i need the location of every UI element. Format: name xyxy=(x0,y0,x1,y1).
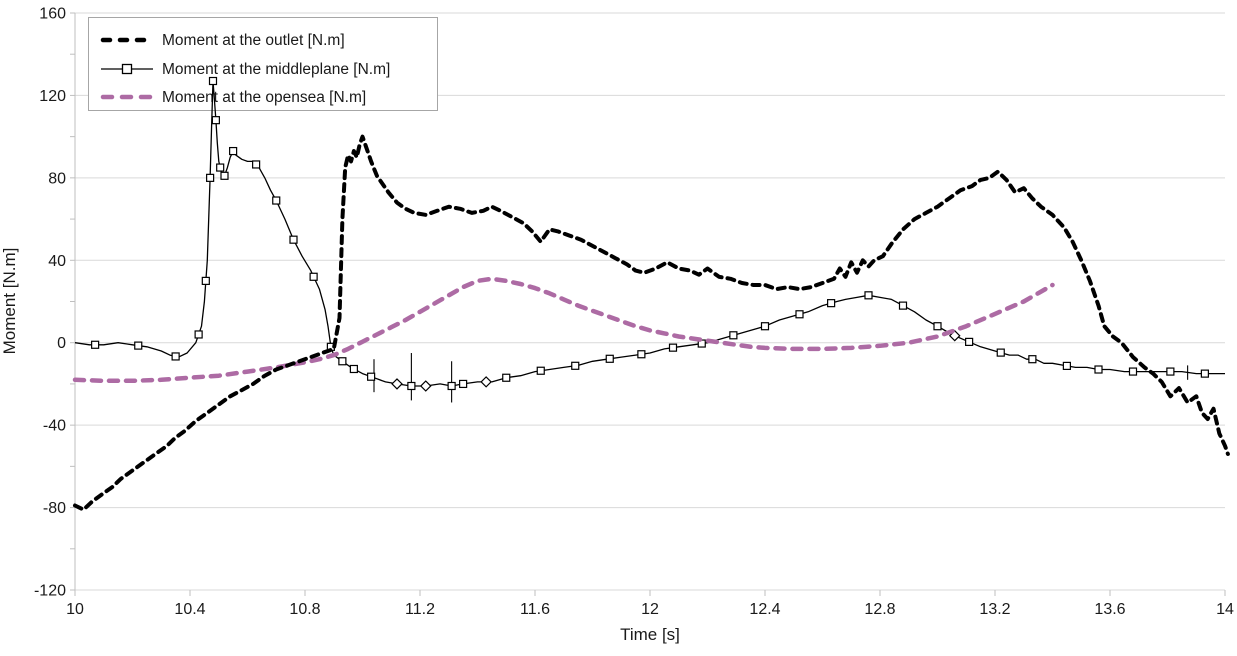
middleplane-marker xyxy=(367,372,376,381)
middleplane-marker xyxy=(864,291,873,300)
middleplane-marker xyxy=(252,160,261,169)
y-tick-label: -80 xyxy=(43,500,66,517)
legend-label-middleplane: Moment at the middleplane [N.m] xyxy=(162,61,390,78)
middleplane-marker xyxy=(229,146,238,156)
series-outlet-line xyxy=(73,134,1230,512)
middleplane-marker xyxy=(1028,355,1037,364)
middleplane-marker-diamond xyxy=(480,376,492,388)
middleplane-marker xyxy=(208,76,218,86)
middleplane-marker xyxy=(349,364,358,374)
legend-label-opensea: Moment at the opensea [N.m] xyxy=(162,89,366,106)
plot-series xyxy=(72,76,1230,512)
legend-label-outlet: Moment at the outlet [N.m] xyxy=(162,32,345,49)
middleplane-marker xyxy=(996,348,1005,357)
middleplane-marker xyxy=(407,381,416,391)
middleplane-marker xyxy=(571,361,580,370)
middleplane-marker xyxy=(1094,365,1103,374)
middleplane-marker xyxy=(216,163,225,172)
x-tick-label: 11.6 xyxy=(520,601,550,618)
x-axis-title: Time [s] xyxy=(620,625,680,644)
middleplane-marker xyxy=(211,116,220,125)
series-middleplane-line xyxy=(74,80,1225,387)
middleplane-marker xyxy=(1166,367,1175,376)
y-tick-label: 120 xyxy=(39,88,66,105)
x-tick-label: 14 xyxy=(1216,601,1234,618)
middleplane-marker xyxy=(194,330,203,339)
x-tick-label: 10.4 xyxy=(174,601,205,618)
middleplane-marker-diamond xyxy=(391,378,403,390)
middleplane-marker xyxy=(134,341,143,350)
middleplane-marker xyxy=(309,272,318,281)
y-tick-label: 0 xyxy=(57,335,66,352)
legend: Moment at the outlet [N.m] Moment at the… xyxy=(88,17,438,111)
y-tick-label: 40 xyxy=(48,253,66,270)
middleplane-marker xyxy=(729,331,738,340)
middleplane-marker xyxy=(637,350,646,359)
x-tick-label: 12 xyxy=(641,601,659,618)
x-tick-label: 12.8 xyxy=(864,601,895,618)
middleplane-marker xyxy=(1128,367,1138,376)
middleplane-marker xyxy=(668,343,678,352)
y-axis-title: Moment [N.m] xyxy=(0,248,19,355)
middleplane-marker xyxy=(605,354,614,363)
middleplane-marker xyxy=(933,322,942,331)
x-tick-label: 12.4 xyxy=(749,601,780,618)
middleplane-marker xyxy=(795,310,804,319)
middleplane-marker xyxy=(338,357,347,366)
x-tick-label: 10.8 xyxy=(289,601,320,618)
y-tick-label: -40 xyxy=(43,418,66,435)
middleplane-marker xyxy=(201,276,210,285)
legend-sample-middleplane-marker xyxy=(121,63,133,75)
x-tick-label: 13.2 xyxy=(979,601,1010,618)
middleplane-marker xyxy=(459,379,468,389)
middleplane-marker xyxy=(1200,369,1209,378)
series-opensea-line xyxy=(72,276,1055,384)
x-tick-label: 10 xyxy=(66,601,84,618)
x-tick-label: 11.2 xyxy=(405,601,435,618)
x-tick-label: 13.6 xyxy=(1094,601,1125,618)
y-tick-label: -120 xyxy=(34,583,66,600)
middleplane-marker xyxy=(1062,361,1071,370)
y-tick-label: 160 xyxy=(39,6,66,23)
middleplane-marker xyxy=(272,196,281,205)
middleplane-marker xyxy=(760,322,770,331)
y-tick-label: 80 xyxy=(48,170,66,187)
middleplane-marker xyxy=(965,337,974,346)
middleplane-marker xyxy=(91,340,100,349)
middleplane-marker xyxy=(536,366,545,375)
middleplane-marker xyxy=(898,301,908,310)
middleplane-marker xyxy=(502,373,511,382)
middleplane-marker xyxy=(289,235,298,244)
middleplane-marker xyxy=(220,171,229,180)
middleplane-marker xyxy=(447,381,456,391)
middleplane-marker xyxy=(171,352,180,361)
middleplane-marker xyxy=(827,299,836,308)
middleplane-marker xyxy=(206,173,215,182)
middleplane-marker-diamond xyxy=(419,380,432,392)
